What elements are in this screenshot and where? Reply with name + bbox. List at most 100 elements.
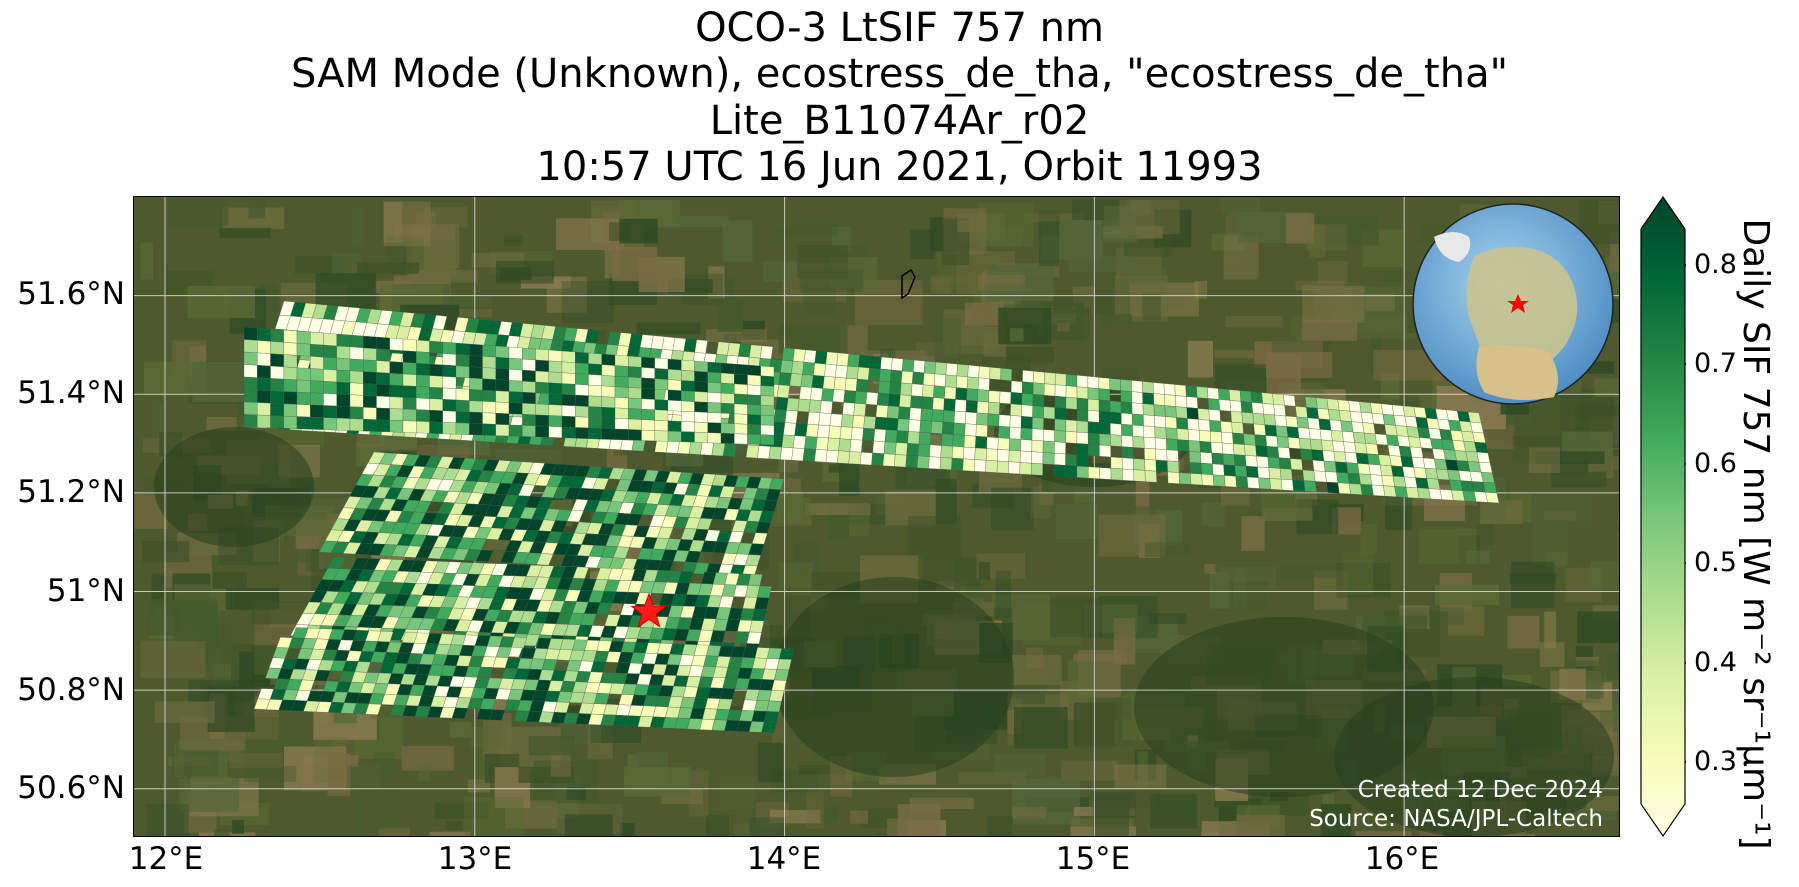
sif-footprint bbox=[734, 433, 748, 445]
map-panel[interactable] bbox=[133, 196, 1620, 837]
terrain-patch bbox=[1355, 831, 1412, 836]
sif-footprint bbox=[1384, 424, 1398, 436]
sif-footprint bbox=[1328, 409, 1341, 421]
sif-footprint bbox=[975, 436, 988, 449]
sif-footprint bbox=[349, 358, 364, 372]
sif-footprint bbox=[760, 395, 775, 407]
sif-footprint bbox=[455, 399, 470, 413]
sif-footprint bbox=[336, 369, 351, 383]
sif-footprint bbox=[1335, 461, 1348, 474]
sif-footprint bbox=[508, 391, 523, 404]
sif-footprint bbox=[1370, 402, 1384, 415]
terrain-patch bbox=[983, 283, 1033, 295]
forest-area bbox=[154, 427, 314, 547]
terrain-patch bbox=[964, 302, 1004, 326]
sif-footprint bbox=[1230, 411, 1243, 424]
terrain-patch bbox=[1577, 611, 1619, 644]
sif-footprint bbox=[1144, 470, 1157, 483]
terrain-patch bbox=[1318, 261, 1348, 285]
sif-footprint bbox=[614, 354, 629, 367]
sif-footprint bbox=[1413, 467, 1427, 479]
sif-footprint bbox=[734, 383, 748, 395]
terrain-patch bbox=[374, 751, 395, 778]
sif-footprint bbox=[469, 411, 483, 424]
terrain-patch bbox=[805, 791, 824, 829]
sif-footprint bbox=[1447, 469, 1461, 481]
sif-footprint bbox=[1408, 436, 1422, 448]
sif-footprint bbox=[1286, 426, 1300, 439]
terrain-patch bbox=[910, 229, 936, 260]
terrain-patch bbox=[1129, 266, 1166, 287]
map-canvas[interactable] bbox=[134, 197, 1620, 837]
sif-footprint bbox=[923, 360, 936, 375]
sif-footprint bbox=[1164, 394, 1177, 407]
sif-footprint bbox=[975, 424, 988, 438]
sif-footprint bbox=[1187, 418, 1200, 431]
sif-footprint bbox=[270, 365, 284, 380]
sif-footprint bbox=[376, 419, 390, 433]
sif-footprint bbox=[323, 381, 337, 395]
terrain-patch bbox=[142, 541, 190, 563]
terrain-patch bbox=[1579, 395, 1614, 421]
sif-footprint bbox=[761, 721, 777, 734]
sif-footprint bbox=[850, 427, 864, 441]
sif-footprint bbox=[495, 390, 510, 403]
sif-footprint bbox=[416, 386, 430, 399]
sif-footprint bbox=[890, 369, 903, 384]
terrain-patch bbox=[1535, 451, 1605, 464]
terrain-patch bbox=[1225, 316, 1283, 328]
globe-inset bbox=[1412, 203, 1614, 405]
sif-footprint bbox=[760, 424, 775, 436]
sif-footprint bbox=[628, 408, 642, 420]
sif-footprint bbox=[1152, 382, 1165, 395]
sif-footprint bbox=[1246, 466, 1259, 478]
sif-footprint bbox=[1485, 492, 1500, 504]
sif-footprint bbox=[508, 357, 523, 371]
sif-footprint bbox=[1132, 436, 1145, 449]
terrain-patch bbox=[839, 455, 860, 496]
sif-footprint bbox=[977, 377, 990, 391]
sif-footprint bbox=[641, 377, 655, 390]
sif-footprint bbox=[1031, 428, 1044, 442]
sif-footprint bbox=[429, 363, 443, 377]
sif-footprint bbox=[786, 397, 800, 412]
sif-footprint bbox=[989, 367, 1002, 380]
sif-footprint bbox=[1099, 444, 1111, 458]
sif-footprint bbox=[628, 429, 642, 441]
sif-footprint bbox=[561, 405, 576, 417]
sif-footprint bbox=[442, 353, 457, 366]
sif-footprint bbox=[310, 344, 324, 358]
colorbar bbox=[1640, 196, 1686, 837]
sif-footprint bbox=[1109, 411, 1122, 425]
sif-footprint bbox=[1175, 406, 1188, 419]
sif-footprint bbox=[747, 573, 763, 587]
sif-footprint bbox=[895, 442, 908, 456]
sif-footprint bbox=[1285, 415, 1299, 428]
sif-footprint bbox=[283, 342, 298, 356]
sif-footprint bbox=[522, 425, 536, 438]
terrain-patch bbox=[1607, 651, 1619, 681]
sif-footprint bbox=[323, 417, 337, 431]
sif-footprint bbox=[1120, 390, 1133, 403]
sif-footprint bbox=[416, 397, 430, 411]
sif-footprint bbox=[1233, 454, 1247, 467]
sif-footprint bbox=[257, 340, 271, 354]
terrain-patch bbox=[1594, 378, 1619, 397]
sif-footprint bbox=[588, 427, 602, 440]
sif-footprint bbox=[349, 418, 364, 432]
sif-footprint bbox=[283, 329, 298, 344]
sif-footprint bbox=[1478, 462, 1493, 474]
terrain-patch bbox=[1073, 653, 1128, 662]
forest-area bbox=[774, 577, 1014, 777]
sif-footprint bbox=[336, 405, 351, 419]
sif-footprint bbox=[1065, 453, 1078, 467]
sif-footprint bbox=[1263, 413, 1276, 426]
sif-footprint bbox=[243, 376, 258, 391]
sif-footprint bbox=[898, 406, 911, 420]
sif-footprint bbox=[1312, 460, 1326, 472]
terrain-patch bbox=[1360, 524, 1378, 554]
sif-footprint bbox=[819, 400, 833, 414]
sif-footprint bbox=[243, 414, 258, 428]
sif-footprint bbox=[522, 392, 536, 405]
terrain-patch bbox=[720, 777, 756, 810]
